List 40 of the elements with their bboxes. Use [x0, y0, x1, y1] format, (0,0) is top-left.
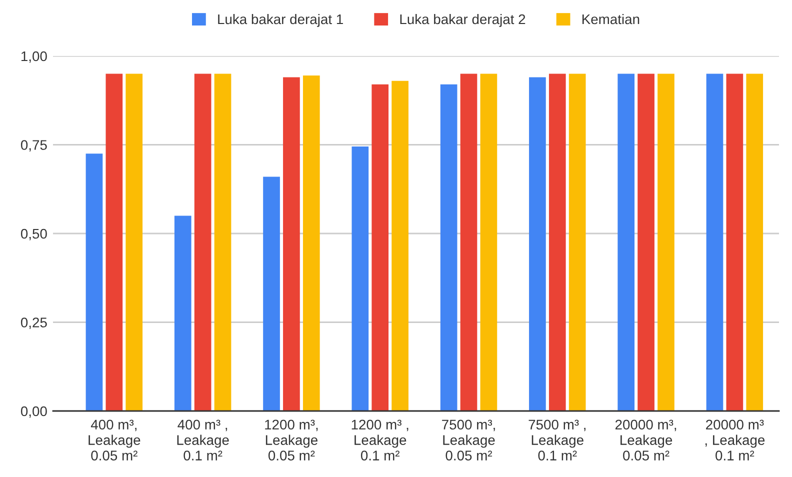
bar — [706, 74, 724, 411]
bar — [529, 77, 546, 411]
x-tick-label: 400 m³ , Leakage 0.1 m² — [177, 420, 229, 460]
bar — [372, 84, 389, 411]
bar — [658, 74, 674, 411]
bar — [392, 80, 408, 411]
bar — [302, 76, 320, 411]
bar — [440, 84, 458, 411]
bar — [106, 74, 123, 411]
legend-label: Luka bakar derajat 1 — [218, 14, 343, 27]
bar — [86, 154, 103, 411]
bar — [174, 216, 192, 411]
x-tick-label: 400 m³, Leakage 0.05 m² — [88, 420, 140, 460]
bar — [746, 74, 764, 411]
bar — [214, 74, 232, 411]
bar — [548, 74, 566, 411]
bar — [263, 176, 280, 411]
x-tick-label: 7500 m³ , Leakage 0.1 m² — [528, 420, 586, 460]
y-tick-label: 0,75 — [20, 140, 47, 152]
bar — [638, 74, 654, 411]
y-tick-label: 1,00 — [21, 51, 47, 63]
bar — [352, 146, 369, 411]
bar — [726, 74, 744, 411]
x-tick-label: 7500 m³, Leakage 0.05 m² — [442, 420, 495, 460]
x-tick-label: 1200 m³, Leakage 0.05 m² — [265, 420, 318, 460]
y-tick-label: 0,00 — [20, 406, 47, 418]
legend-label: Luka bakar derajat 2 — [400, 14, 526, 27]
x-tick-label: 20000 m³, Leakage 0.05 m² — [615, 420, 676, 460]
bar — [126, 74, 143, 411]
y-tick-label: 0,50 — [20, 228, 47, 240]
x-tick-label: 20000 m³ , Leakage 0.1 m² — [705, 420, 765, 460]
bar — [283, 77, 300, 411]
legend-label: Kematian — [582, 14, 640, 24]
x-tick-label: 1200 m³ , Leakage 0.1 m² — [352, 420, 408, 460]
bar — [460, 74, 478, 411]
bar — [194, 74, 212, 411]
bar — [618, 74, 635, 411]
y-tick-label: 0,25 — [20, 318, 47, 330]
bar — [480, 74, 498, 411]
bar — [568, 74, 586, 411]
